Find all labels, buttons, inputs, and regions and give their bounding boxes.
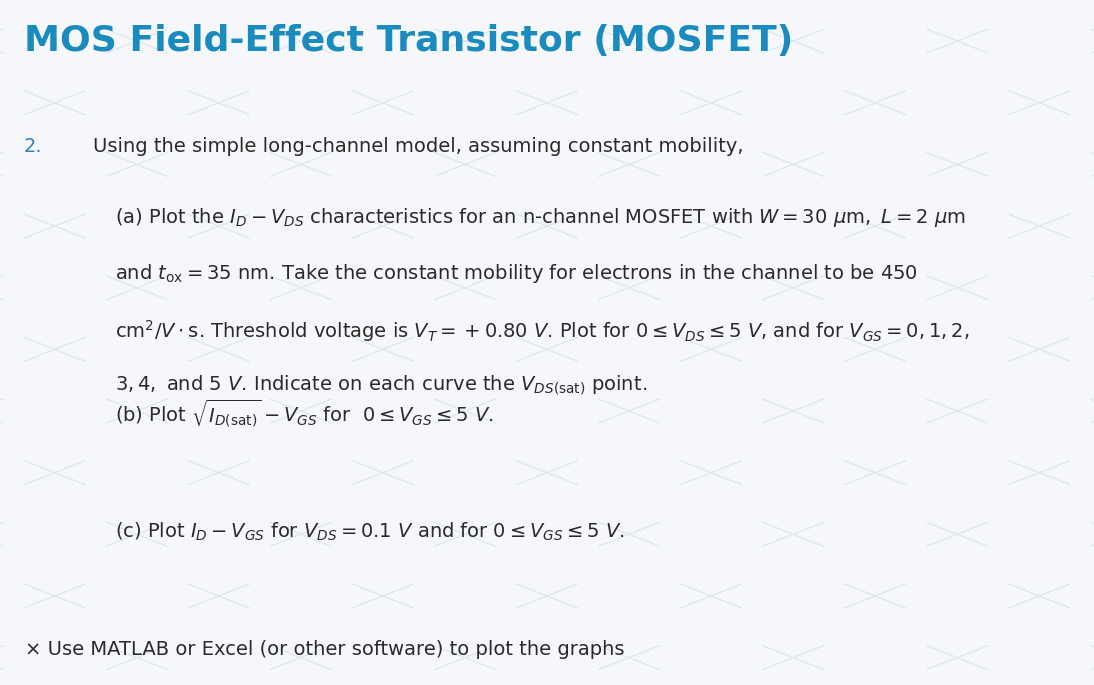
Text: 2.: 2. — [24, 137, 43, 156]
Text: (c) Plot $I_D - V_{GS}$ for $V_{DS} = 0.1\ V$ and for $0 \leq V_{GS} \leq 5\ V$.: (c) Plot $I_D - V_{GS}$ for $V_{DS} = 0.… — [115, 521, 625, 543]
Text: (b) Plot $\sqrt{I_{D\mathrm{(sat)}}} - V_{GS}$ for $\ 0 \leq V_{GS} \leq 5\ V$.: (b) Plot $\sqrt{I_{D\mathrm{(sat)}}} - V… — [115, 397, 493, 429]
Text: MOS Field-Effect Transistor (MOSFET): MOS Field-Effect Transistor (MOSFET) — [24, 24, 793, 58]
Text: Using the simple long-channel model, assuming constant mobility,: Using the simple long-channel model, ass… — [93, 137, 744, 156]
Text: and $t_\mathrm{ox} = 35\ \mathrm{nm}$. Take the constant mobility for electrons : and $t_\mathrm{ox} = 35\ \mathrm{nm}$. T… — [115, 262, 918, 285]
Text: (a) Plot the $I_D - V_{DS}$ characteristics for an n-channel MOSFET with $W = 30: (a) Plot the $I_D - V_{DS}$ characterist… — [115, 206, 966, 229]
Text: $\mathrm{cm}^2/V\cdot\mathrm{s}$. Threshold voltage is $V_T = +0.80\ V$. Plot fo: $\mathrm{cm}^2/V\cdot\mathrm{s}$. Thresh… — [115, 318, 969, 344]
Text: $3, 4,$ and $5\ V$. Indicate on each curve the $V_{DS\mathrm{(sat)}}$ point.: $3, 4,$ and $5\ V$. Indicate on each cur… — [115, 374, 647, 397]
Text: × Use MATLAB or Excel (or other software) to plot the graphs: × Use MATLAB or Excel (or other software… — [25, 640, 625, 660]
